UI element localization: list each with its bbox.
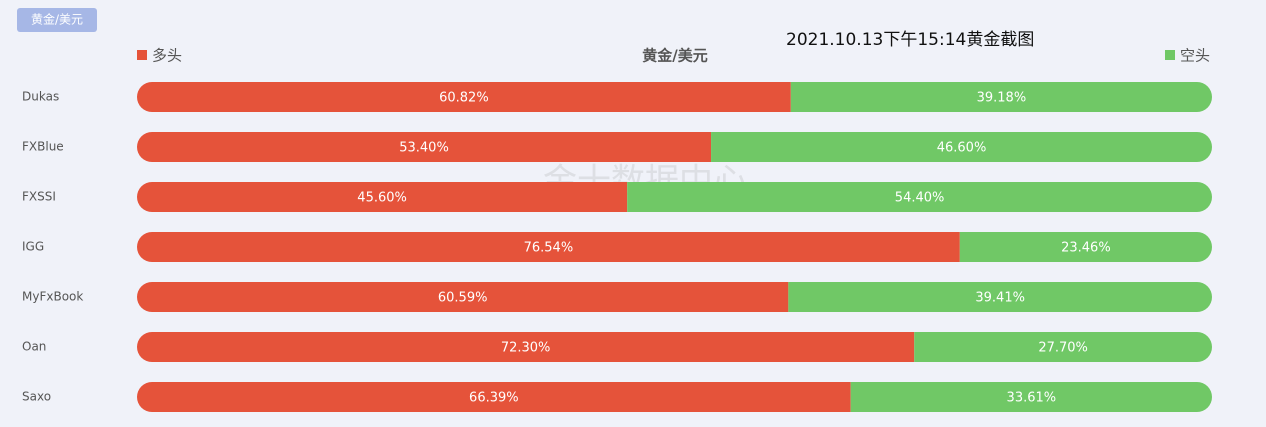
bar-segment xyxy=(137,332,915,362)
bar-row xyxy=(137,232,1212,262)
value-label: 33.61% xyxy=(1007,391,1057,406)
tab-label[interactable]: 黄金/美元 xyxy=(31,12,83,27)
value-label: 45.60% xyxy=(357,191,407,206)
bar-segment xyxy=(137,232,960,262)
bar-segment xyxy=(914,332,1212,362)
value-label: 66.39% xyxy=(469,391,519,406)
bar-segment xyxy=(137,282,789,312)
annotation: 2021.10.13下午15:14黄金截图 xyxy=(786,30,1034,50)
bar-segment xyxy=(137,132,712,162)
bar-segment xyxy=(790,82,1212,112)
value-label: 46.60% xyxy=(937,141,987,156)
value-label: 72.30% xyxy=(501,341,551,356)
legend-swatch xyxy=(1165,50,1175,60)
bar-row xyxy=(137,282,1212,312)
legend-swatch xyxy=(137,50,147,60)
category-label: Dukas xyxy=(22,90,59,104)
category-label: Saxo xyxy=(22,390,51,404)
bar-segment xyxy=(711,132,1212,162)
value-label: 27.70% xyxy=(1038,341,1088,356)
bar-row xyxy=(137,332,1212,362)
bar-segment xyxy=(627,182,1212,212)
value-label: 39.18% xyxy=(977,91,1027,106)
category-label: IGG xyxy=(22,240,44,254)
chart-title: 黄金/美元 xyxy=(642,47,707,65)
value-label: 60.59% xyxy=(438,291,488,306)
bar-segment xyxy=(137,382,851,412)
bar-row xyxy=(137,82,1212,112)
bar-segment xyxy=(850,382,1212,412)
tab-button[interactable] xyxy=(17,8,97,32)
value-label: 23.46% xyxy=(1061,241,1111,256)
value-label: 39.41% xyxy=(975,291,1025,306)
bar-row xyxy=(137,382,1212,412)
bar-segment xyxy=(959,232,1212,262)
value-label: 60.82% xyxy=(439,91,489,106)
bar-segment xyxy=(137,182,628,212)
legend-label: 空头 xyxy=(1180,47,1210,65)
category-label: FXBlue xyxy=(22,140,64,154)
value-label: 76.54% xyxy=(524,241,574,256)
value-label: 54.40% xyxy=(895,191,945,206)
bar-row xyxy=(137,182,1212,212)
legend-label: 多头 xyxy=(152,47,182,65)
category-label: Oan xyxy=(22,340,46,354)
category-label: MyFxBook xyxy=(22,290,83,304)
bar-segment xyxy=(788,282,1212,312)
value-label: 53.40% xyxy=(399,141,449,156)
bar-row xyxy=(137,132,1212,162)
category-label: FXSSI xyxy=(22,190,56,204)
bar-segment xyxy=(137,82,791,112)
